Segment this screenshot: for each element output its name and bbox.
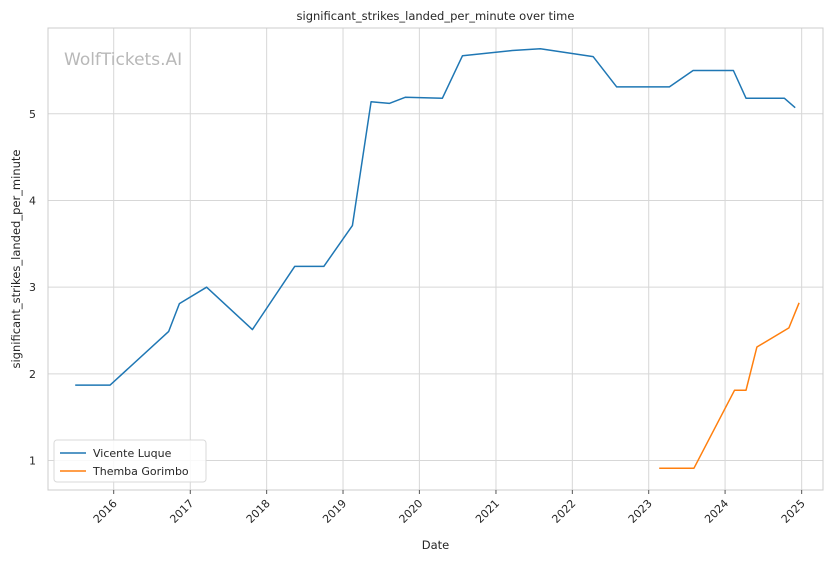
x-tick-label-2017: 2017 bbox=[167, 497, 196, 526]
series-line-vicente-luque bbox=[75, 48, 796, 386]
x-tick-label-2018: 2018 bbox=[244, 497, 273, 526]
x-tick-label-2020: 2020 bbox=[397, 497, 426, 526]
legend: Vicente Luque Themba Gorimbo bbox=[53, 439, 207, 483]
x-tick-label-2016: 2016 bbox=[91, 497, 120, 526]
watermark: WolfTickets.AI bbox=[64, 50, 182, 70]
x-tick-label-2025: 2025 bbox=[779, 497, 808, 526]
x-tick-label-2024: 2024 bbox=[702, 497, 731, 526]
x-tick-label-2021: 2021 bbox=[473, 497, 502, 526]
series-group bbox=[75, 48, 800, 470]
y-axis-label: significant_strikes_landed_per_minute bbox=[9, 150, 23, 369]
chart-title: significant_strikes_landed_per_minute ov… bbox=[297, 9, 575, 23]
plot-frame bbox=[47, 27, 824, 491]
x-tick-label-2019: 2019 bbox=[320, 497, 349, 526]
y-tick-label-4: 4 bbox=[29, 194, 36, 207]
y-tick-label-5: 5 bbox=[29, 108, 36, 121]
y-tick-label-2: 2 bbox=[29, 368, 36, 381]
legend-label-vicente-luque: Vicente Luque bbox=[93, 447, 172, 460]
x-tick-label-2022: 2022 bbox=[549, 497, 578, 526]
x-tick-labels: 2016 2017 2018 2019 2020 2021 2022 2023 2024 2025 bbox=[91, 490, 808, 526]
y-tick-labels: 1 2 3 4 5 bbox=[29, 108, 36, 468]
y-tick-label-1: 1 bbox=[29, 455, 36, 468]
grid bbox=[48, 28, 823, 490]
legend-label-themba-gorimbo: Themba Gorimbo bbox=[92, 465, 189, 478]
x-axis-label: Date bbox=[422, 538, 450, 552]
legend-box bbox=[53, 439, 207, 483]
y-tick-label-3: 3 bbox=[29, 281, 36, 294]
x-tick-label-2023: 2023 bbox=[626, 497, 655, 526]
series-line-themba-gorimbo bbox=[659, 302, 800, 470]
plot-background bbox=[48, 28, 823, 490]
